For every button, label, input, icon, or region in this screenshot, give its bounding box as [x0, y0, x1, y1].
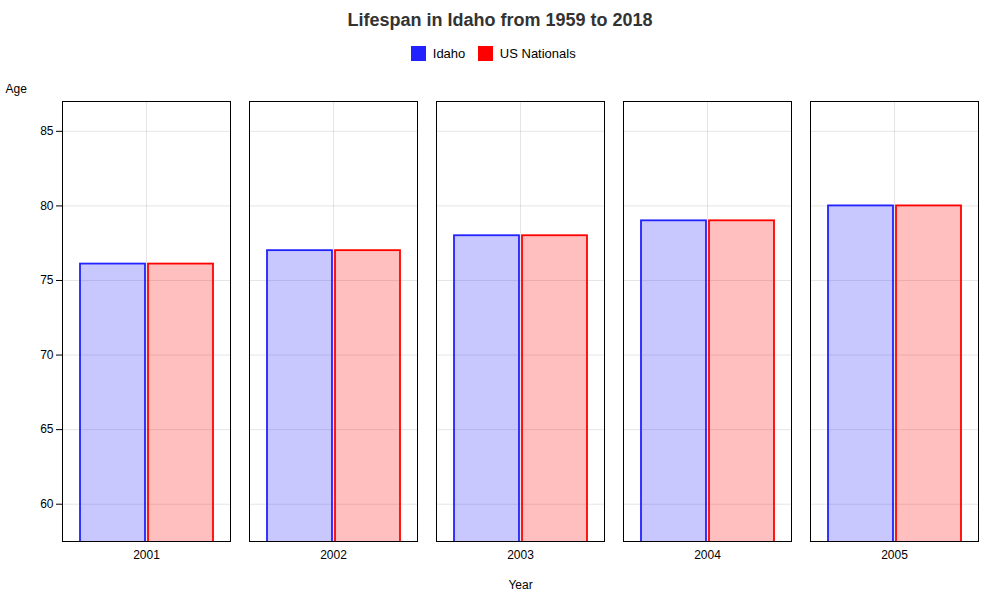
- svg-text:Year: Year: [508, 577, 532, 591]
- svg-text:60: 60: [40, 497, 54, 511]
- html-text:Idaho: Idaho: [432, 46, 466, 61]
- svg-text:85: 85: [40, 124, 54, 138]
- html-text:Lifespan in Idaho from 1959 to: Lifespan in Idaho from 1959 to 2018: [347, 10, 653, 30]
- svg-text:2005: 2005: [881, 548, 908, 562]
- svg-text:Age: Age: [6, 82, 28, 96]
- svg-text:2003: 2003: [507, 548, 534, 562]
- svg-text:75: 75: [40, 273, 54, 287]
- svg-text:2004: 2004: [694, 548, 721, 562]
- svg-text:65: 65: [40, 422, 54, 436]
- svg-text:2002: 2002: [320, 548, 347, 562]
- svg-text:2001: 2001: [133, 548, 160, 562]
- svg-text:70: 70: [40, 347, 54, 361]
- html-text:US Nationals: US Nationals: [499, 46, 576, 61]
- svg-text:80: 80: [40, 198, 54, 212]
